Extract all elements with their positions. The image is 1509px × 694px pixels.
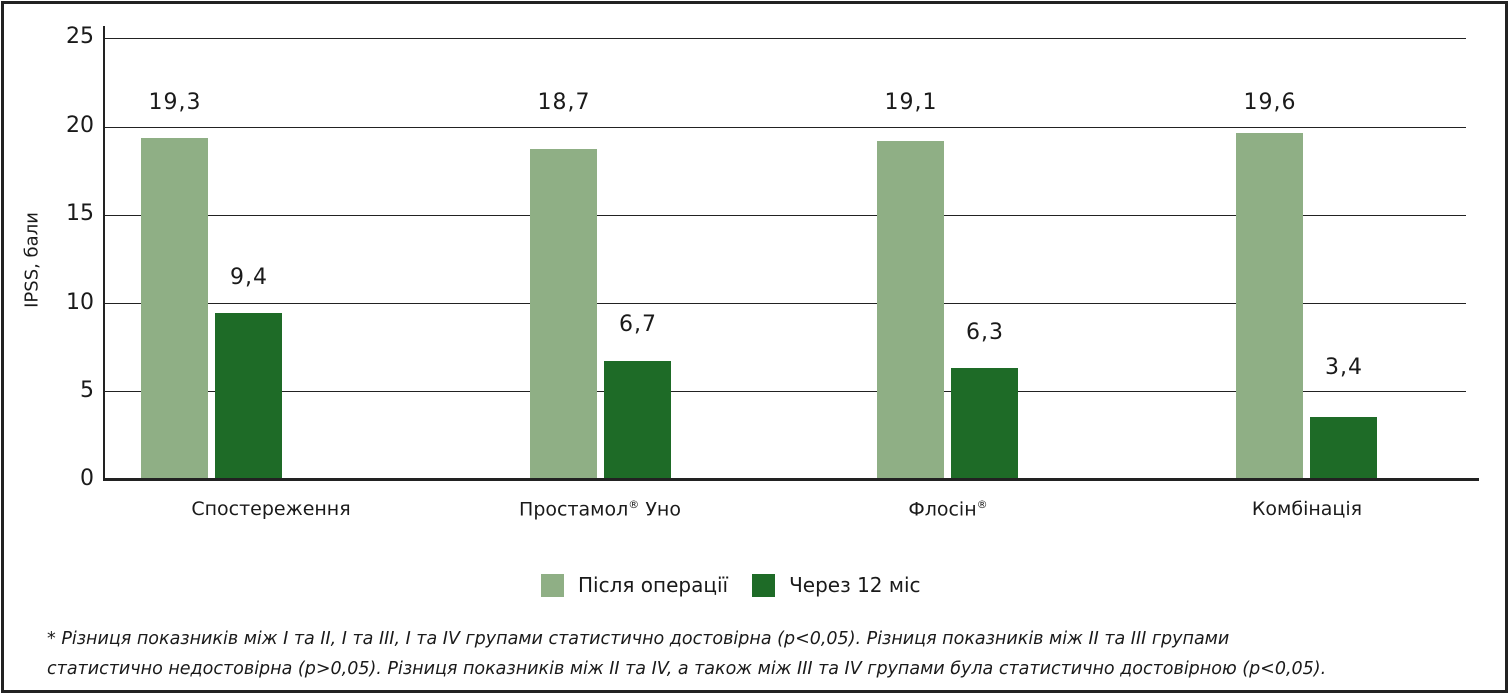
value-label: 18,7: [537, 90, 591, 115]
footnote-line-1: * Різниця показників між I та II, I та I…: [47, 629, 1230, 649]
y-tick-5: 5: [80, 378, 94, 403]
value-label: 19,1: [884, 90, 938, 115]
bar-cherez-12-mis-prostamol: [604, 361, 671, 479]
y-axis-label: IPSS, бали: [21, 212, 43, 308]
value-label: 19,6: [1243, 90, 1297, 115]
gridline-15: [104, 215, 1466, 216]
legend-item-posle-operatsii: Після операції: [541, 573, 728, 597]
y-tick-0: 0: [80, 466, 94, 491]
gridline-10: [104, 303, 1466, 304]
y-axis: [103, 26, 105, 481]
gridline-25: [104, 38, 1466, 39]
value-label: 19,3: [148, 90, 202, 115]
bar-posle-operatsii-kombinatsiya: [1236, 133, 1303, 479]
value-label: 6,7: [619, 312, 657, 337]
bar-cherez-12-mis-kombinatsiya: [1310, 417, 1377, 479]
category-label-sposterezhennya: Спостереження: [191, 498, 351, 520]
category-label-prostamol-uno: Простамол® Уно: [519, 498, 681, 521]
bar-cherez-12-mis-flosin: [951, 368, 1018, 479]
legend-swatch-dark-green: [752, 573, 776, 597]
legend-label: Через 12 міс: [789, 573, 921, 597]
footnote: * Різниця показників між I та II, I та I…: [47, 624, 1487, 684]
y-tick-10: 10: [66, 290, 94, 315]
legend-label: Після операції: [578, 573, 729, 597]
legend: Після операції Через 12 міс: [541, 573, 945, 597]
value-label: 6,3: [966, 320, 1004, 345]
value-label: 9,4: [230, 265, 268, 290]
bar-posle-operatsii-flosin: [877, 141, 944, 479]
bar-cherez-12-mis-sposterezhennya: [215, 313, 282, 479]
gridline-20: [104, 127, 1466, 128]
footnote-line-2: статистично недостовірна (p>0,05). Різни…: [47, 659, 1327, 679]
legend-item-cherez-12-mis: Через 12 міс: [752, 573, 921, 597]
y-tick-25: 25: [66, 24, 94, 49]
y-tick-20: 20: [66, 113, 94, 138]
value-label: 3,4: [1325, 355, 1363, 380]
bar-posle-operatsii-prostamol: [530, 149, 597, 479]
gridline-5: [104, 391, 1466, 392]
bar-posle-operatsii-sposterezhennya: [141, 138, 208, 479]
category-label-kombinatsiya: Комбінація: [1251, 498, 1363, 520]
x-axis: [103, 478, 1479, 481]
y-tick-15: 15: [66, 201, 94, 226]
category-label-flosin: Флосін®: [908, 498, 988, 521]
legend-swatch-light-green: [541, 573, 564, 597]
